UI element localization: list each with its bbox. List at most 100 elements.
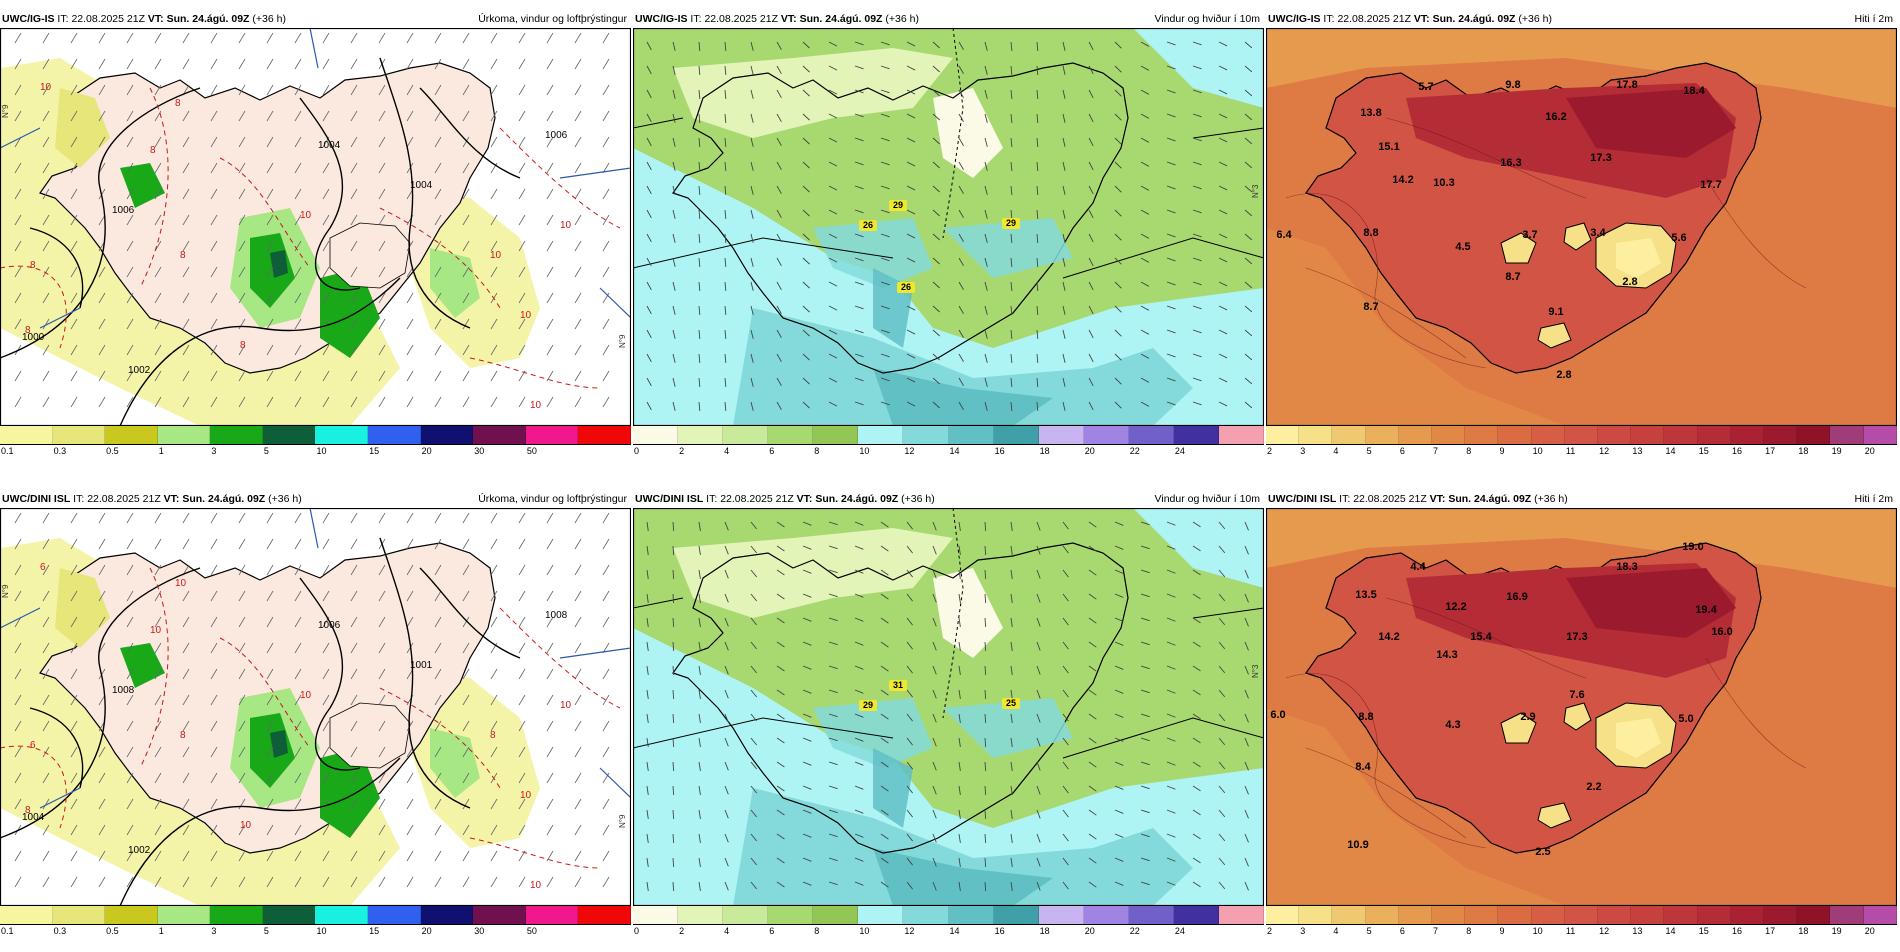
- wind-arrow: [1192, 185, 1202, 190]
- wind-arrow: [1140, 665, 1150, 670]
- wind-arrow: [854, 137, 864, 142]
- panel-header: UWC/DINI ISL IT: 22.08.2025 21Z VT: Sun.…: [1266, 490, 1897, 508]
- wind-barb: [350, 240, 358, 252]
- panel-temp-top: UWC/IG-IS IT: 22.08.2025 21Z VT: Sun. 24…: [1266, 10, 1897, 472]
- wind-arrow: [1114, 689, 1124, 694]
- wind-arrow: [984, 257, 988, 267]
- wind-arrow: [750, 713, 758, 722]
- wind-arrow: [672, 209, 676, 219]
- wind-arrow: [646, 353, 652, 363]
- wind-barb: [322, 772, 330, 784]
- isobar: [379, 537, 471, 809]
- wind-barb: [98, 772, 106, 784]
- wind-barb: [462, 32, 470, 44]
- wind-arrow: [828, 761, 838, 766]
- contour-label: 10: [560, 700, 572, 711]
- wind-arrow: [1036, 761, 1041, 771]
- wind-arrow: [984, 209, 988, 219]
- colorbar-swatch: [157, 906, 211, 924]
- colorbar-tick-label: 3: [1300, 446, 1306, 456]
- colorbar-swatch: [1797, 426, 1831, 444]
- wind-barb: [350, 642, 358, 654]
- wind-barb: [238, 110, 246, 122]
- wind-arrow: [672, 617, 675, 628]
- wind-arrow: [1010, 713, 1013, 723]
- wind-barb: [518, 564, 526, 576]
- colorbar-swatches: [0, 426, 631, 444]
- wind-barb: [238, 720, 246, 732]
- wind-arrow: [646, 89, 652, 99]
- wind-barb: [42, 538, 50, 550]
- colorbar-tick-label: 6: [769, 446, 775, 456]
- wind-arrow: [1166, 353, 1176, 358]
- wind-arrow: [1166, 305, 1176, 310]
- wind-barb: [434, 590, 442, 602]
- temp-contour: [1705, 657, 1807, 769]
- wind-arrow: [1166, 713, 1176, 718]
- colorbar-swatch: [315, 426, 369, 444]
- wind-barb: [518, 266, 526, 278]
- wind-arrow: [750, 281, 754, 291]
- wind-arrow: [802, 521, 812, 526]
- wind-barb: [70, 590, 78, 602]
- wind-barb: [602, 798, 610, 810]
- issue-time: 22.08.2025 21Z: [71, 13, 145, 25]
- lead-time: (+36 h): [1518, 13, 1552, 25]
- wind-arrow: [880, 521, 889, 528]
- wind-barb: [14, 746, 22, 758]
- wind-arrow: [1244, 41, 1253, 49]
- wind-barb: [98, 370, 106, 382]
- wind-arrow: [724, 641, 729, 651]
- wind-arrow: [932, 161, 940, 169]
- wind-arrow: [906, 761, 913, 770]
- wind-arrow: [776, 401, 782, 411]
- temperature-value: 2.8: [1556, 369, 1571, 381]
- wind-arrow: [1218, 377, 1228, 383]
- wind-barb: [98, 616, 106, 628]
- wind-arrow: [1088, 737, 1097, 744]
- wind-arrow: [750, 689, 758, 698]
- wind-barb: [378, 590, 386, 602]
- wind-arrow: [828, 593, 838, 598]
- colorbar-tick-label: 15: [369, 446, 380, 456]
- wind-barb: [14, 58, 22, 70]
- wind-arrow: [646, 737, 649, 747]
- wind-arrow: [1062, 233, 1066, 243]
- wind-barb: [42, 772, 50, 784]
- wind-arrow: [1010, 185, 1013, 196]
- wind-barb: [126, 616, 134, 628]
- wind-arrow: [1192, 161, 1202, 166]
- wind-barb: [434, 746, 442, 758]
- wind-arrow: [854, 233, 864, 238]
- wind-barb: [238, 876, 246, 888]
- wind-barb: [490, 162, 498, 174]
- wind-arrow: [646, 665, 649, 675]
- wind-arrow: [854, 257, 864, 262]
- wind-barb: [70, 32, 78, 44]
- wind-barb: [350, 512, 358, 524]
- wind-arrow: [958, 521, 961, 531]
- wind-arrow: [1010, 521, 1013, 531]
- wind-arrow: [958, 713, 961, 723]
- wind-arrow: [984, 665, 987, 676]
- wind-barb: [14, 292, 22, 304]
- colorbar-swatches: [1266, 906, 1897, 924]
- wind-barb: [518, 84, 526, 96]
- valid-time: Sun. 24.ágú. 09Z: [799, 13, 883, 25]
- wind-barb: [322, 396, 330, 408]
- gust-label-bg: [897, 282, 915, 293]
- wind-arrow: [646, 137, 652, 147]
- precip-area-heavy: [270, 250, 288, 278]
- wind-arrow: [958, 689, 961, 699]
- wind-arrow: [672, 281, 676, 291]
- wind-barb: [266, 694, 274, 706]
- wind-barb: [70, 188, 78, 200]
- colorbar-swatch: [1564, 906, 1599, 924]
- wind-arrow: [1036, 785, 1041, 795]
- temp-area: [1266, 708, 1566, 906]
- graticule-line: [0, 127, 41, 149]
- wind-arrow: [750, 761, 758, 770]
- wind-arrow: [828, 857, 838, 862]
- wind-barb: [546, 850, 554, 862]
- wind-arrow: [802, 281, 810, 289]
